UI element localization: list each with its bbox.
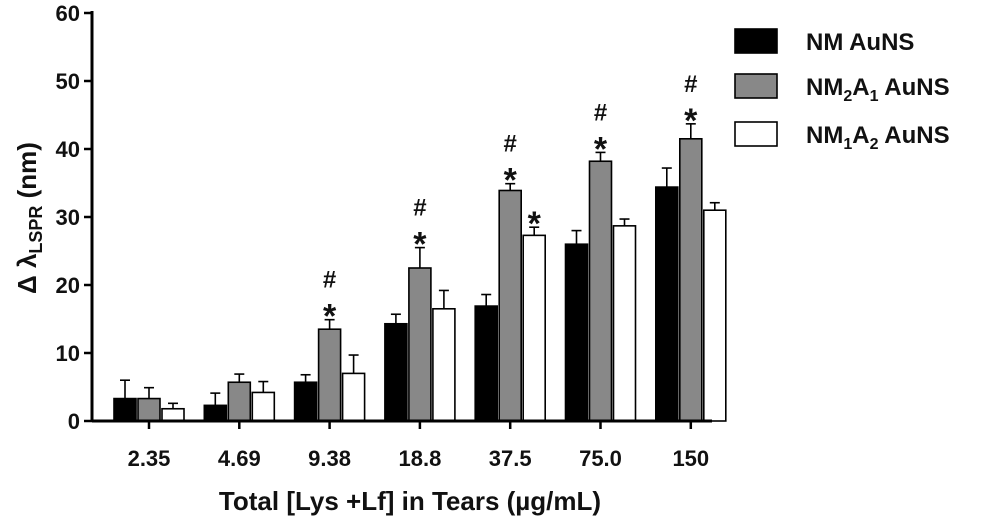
legend-swatch-2 <box>734 121 778 147</box>
y-tick-label-3: 30 <box>56 205 80 230</box>
legend-label-0-base: NM AuNS <box>806 29 914 56</box>
y-axis-title-prefix: Δ λ <box>12 253 42 294</box>
legend-label-2-sub1: 1 <box>843 136 852 153</box>
bar-2-4 <box>522 234 547 422</box>
y-tick-label-5: 50 <box>56 69 80 94</box>
sig-mark-1-4-1: * <box>504 162 518 200</box>
legend-label-2-sub2: 2 <box>870 136 879 153</box>
bar-2-6 <box>702 209 727 422</box>
bar-0-2 <box>293 381 318 422</box>
y-tick-label-1: 10 <box>56 341 80 366</box>
legend-label-1: NM2A1 AuNS <box>806 74 950 105</box>
bar-2-2 <box>341 372 366 422</box>
legend-label-2-tail: AuNS <box>878 122 949 149</box>
sig-mark-1-5-0: # <box>594 99 607 126</box>
legend-label-2: NM1A2 AuNS <box>806 122 950 153</box>
legend-label-2-mid: A <box>852 122 869 149</box>
bars-layer <box>113 138 727 422</box>
x-tick-label-4: 37.5 <box>489 446 532 471</box>
x-tick-label-0: 2.35 <box>128 446 171 471</box>
x-tick-label-5: 75.0 <box>579 446 622 471</box>
sig-mark-1-2-0: # <box>323 267 336 294</box>
bar-0-6 <box>654 186 679 422</box>
bar-1-5 <box>588 160 613 422</box>
bar-1-0 <box>137 397 161 422</box>
x-axis-title: Total [Lys +Lf] in Tears (µg/mL) <box>219 486 601 516</box>
bar-1-1 <box>227 381 252 422</box>
sig-mark-1-6-0: # <box>684 71 697 98</box>
x-tick-label-3: 18.8 <box>398 446 441 471</box>
bar-0-3 <box>384 322 408 422</box>
sig-mark-1-2-1: * <box>323 298 337 336</box>
y-tick-label-0: 0 <box>68 409 80 434</box>
sig-mark-1-5-1: * <box>594 130 608 168</box>
bar-2-1 <box>251 391 276 422</box>
legend-swatch-0 <box>734 28 778 54</box>
bar-2-5 <box>612 225 637 422</box>
legend-label-0: NM AuNS <box>806 29 914 56</box>
bar-0-4 <box>474 305 499 422</box>
x-tick-label-2: 9.38 <box>308 446 351 471</box>
bar-0-5 <box>564 243 589 422</box>
y-axis-title: Δ λLSPR (nm) <box>12 142 46 294</box>
y-tick-label-4: 40 <box>56 137 80 162</box>
sig-mark-1-3-1: * <box>413 226 427 264</box>
bar-1-6 <box>678 138 703 422</box>
legend-label-1-tail: AuNS <box>878 74 949 101</box>
bar-1-3 <box>408 267 432 422</box>
legend-label-1-sub1: 2 <box>843 88 852 105</box>
sig-mark-1-3-0: # <box>413 195 426 222</box>
axes-layer: 0 10 20 30 40 50 60 2.35 4.69 9.38 18.8 37.5 75.0 150 <box>56 1 712 471</box>
y-tick-label-2: 20 <box>56 273 80 298</box>
legend-label-1-mid: A <box>852 74 869 101</box>
x-tick-label-6: 150 <box>672 446 709 471</box>
bar-0-1 <box>203 404 228 422</box>
legend-swatch-1 <box>734 73 778 99</box>
bar-1-2 <box>317 328 342 422</box>
bar-1-4 <box>498 189 523 422</box>
legend-label-1-sub2: 1 <box>870 88 879 105</box>
bar-0-0 <box>113 397 137 422</box>
x-tick-label-1: 4.69 <box>218 446 261 471</box>
sig-mark-1-4-0: # <box>504 131 517 158</box>
sig-mark-1-6-1: * <box>684 102 698 140</box>
bar-2-0 <box>161 407 185 422</box>
y-axis-title-suffix: (nm) <box>12 142 42 206</box>
bar-2-3 <box>432 307 456 422</box>
y-tick-label-6: 60 <box>56 1 80 26</box>
y-axis-title-subscript: LSPR <box>26 206 46 254</box>
legend-label-2-base: NM <box>806 122 843 149</box>
sig-mark-2-4-0: * <box>528 205 542 243</box>
significance-layer: # * # * # * * # * # * <box>323 71 698 336</box>
legend-label-1-base: NM <box>806 74 843 101</box>
error-bars-layer <box>120 123 720 409</box>
